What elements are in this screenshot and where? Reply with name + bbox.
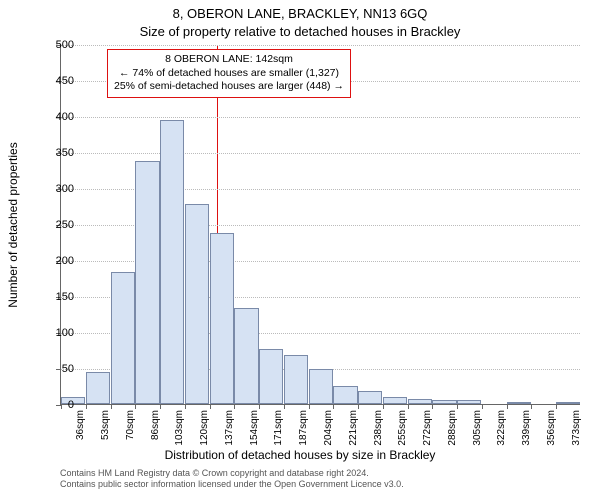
annotation-larger: 25% of semi-detached houses are larger (… (114, 80, 344, 94)
xtick-label: 204sqm (323, 410, 334, 450)
xtick-mark (160, 404, 161, 409)
xtick-label: 305sqm (472, 410, 483, 450)
xtick-mark (507, 404, 508, 409)
chart-subtitle: Size of property relative to detached ho… (0, 24, 600, 39)
gridline (61, 153, 580, 154)
histogram-bar (309, 369, 333, 404)
ytick-label: 400 (44, 111, 74, 123)
ytick-label: 0 (44, 399, 74, 411)
histogram-bar (185, 204, 209, 404)
histogram-bar (86, 372, 110, 404)
xtick-label: 70sqm (125, 410, 136, 450)
annotation-smaller: ← 74% of detached houses are smaller (1,… (114, 67, 344, 81)
xtick-label: 322sqm (496, 410, 507, 450)
ytick-label: 250 (44, 219, 74, 231)
xtick-label: 356sqm (546, 410, 557, 450)
xtick-mark (383, 404, 384, 409)
xtick-mark (358, 404, 359, 409)
histogram-bar (210, 233, 234, 404)
xtick-label: 339sqm (521, 410, 532, 450)
histogram-bar (135, 161, 159, 404)
annotation-box: 8 OBERON LANE: 142sqm ← 74% of detached … (107, 49, 351, 98)
ytick-label: 200 (44, 255, 74, 267)
xtick-mark (333, 404, 334, 409)
xtick-mark (234, 404, 235, 409)
xtick-label: 103sqm (174, 410, 185, 450)
histogram-bar (111, 272, 135, 404)
xtick-mark (482, 404, 483, 409)
xtick-mark (457, 404, 458, 409)
gridline (61, 117, 580, 118)
xtick-label: 120sqm (199, 410, 210, 450)
xtick-mark (259, 404, 260, 409)
xtick-mark (432, 404, 433, 409)
histogram-bar (358, 391, 382, 404)
histogram-plot (60, 45, 580, 405)
chart-title-address: 8, OBERON LANE, BRACKLEY, NN13 6GQ (0, 6, 600, 21)
license-line1: Contains HM Land Registry data © Crown c… (60, 468, 404, 479)
license-line2: Contains public sector information licen… (60, 479, 404, 490)
xtick-label: 171sqm (273, 410, 284, 450)
xtick-label: 154sqm (249, 410, 260, 450)
xtick-mark (210, 404, 211, 409)
histogram-bar (160, 120, 184, 404)
ytick-label: 100 (44, 327, 74, 339)
ytick-label: 50 (44, 363, 74, 375)
xtick-label: 187sqm (298, 410, 309, 450)
histogram-bar (457, 400, 481, 404)
xtick-mark (531, 404, 532, 409)
histogram-bar (333, 386, 357, 404)
xtick-mark (111, 404, 112, 409)
xtick-mark (185, 404, 186, 409)
xtick-label: 288sqm (447, 410, 458, 450)
xtick-label: 272sqm (422, 410, 433, 450)
histogram-bar (556, 402, 580, 404)
xtick-mark (408, 404, 409, 409)
ytick-label: 350 (44, 147, 74, 159)
annotation-size: 8 OBERON LANE: 142sqm (114, 53, 344, 67)
xtick-label: 255sqm (397, 410, 408, 450)
histogram-bar (383, 397, 407, 404)
xtick-mark (284, 404, 285, 409)
xtick-label: 373sqm (571, 410, 582, 450)
ytick-label: 300 (44, 183, 74, 195)
ytick-label: 450 (44, 75, 74, 87)
xtick-mark (309, 404, 310, 409)
xtick-label: 137sqm (224, 410, 235, 450)
ytick-label: 500 (44, 39, 74, 51)
license-text: Contains HM Land Registry data © Crown c… (60, 468, 404, 491)
histogram-bar (234, 308, 258, 404)
xtick-mark (556, 404, 557, 409)
xtick-label: 238sqm (373, 410, 384, 450)
xtick-mark (135, 404, 136, 409)
histogram-bar (507, 402, 531, 404)
xtick-label: 36sqm (75, 410, 86, 450)
x-axis-label: Distribution of detached houses by size … (0, 448, 600, 462)
histogram-bar (432, 400, 456, 404)
histogram-bar (259, 349, 283, 404)
xtick-label: 53sqm (100, 410, 111, 450)
xtick-label: 221sqm (348, 410, 359, 450)
histogram-bar (284, 355, 308, 404)
y-axis-label: Number of detached properties (6, 142, 20, 307)
xtick-label: 86sqm (150, 410, 161, 450)
histogram-bar (408, 399, 432, 404)
ytick-label: 150 (44, 291, 74, 303)
xtick-mark (86, 404, 87, 409)
gridline (61, 45, 580, 46)
